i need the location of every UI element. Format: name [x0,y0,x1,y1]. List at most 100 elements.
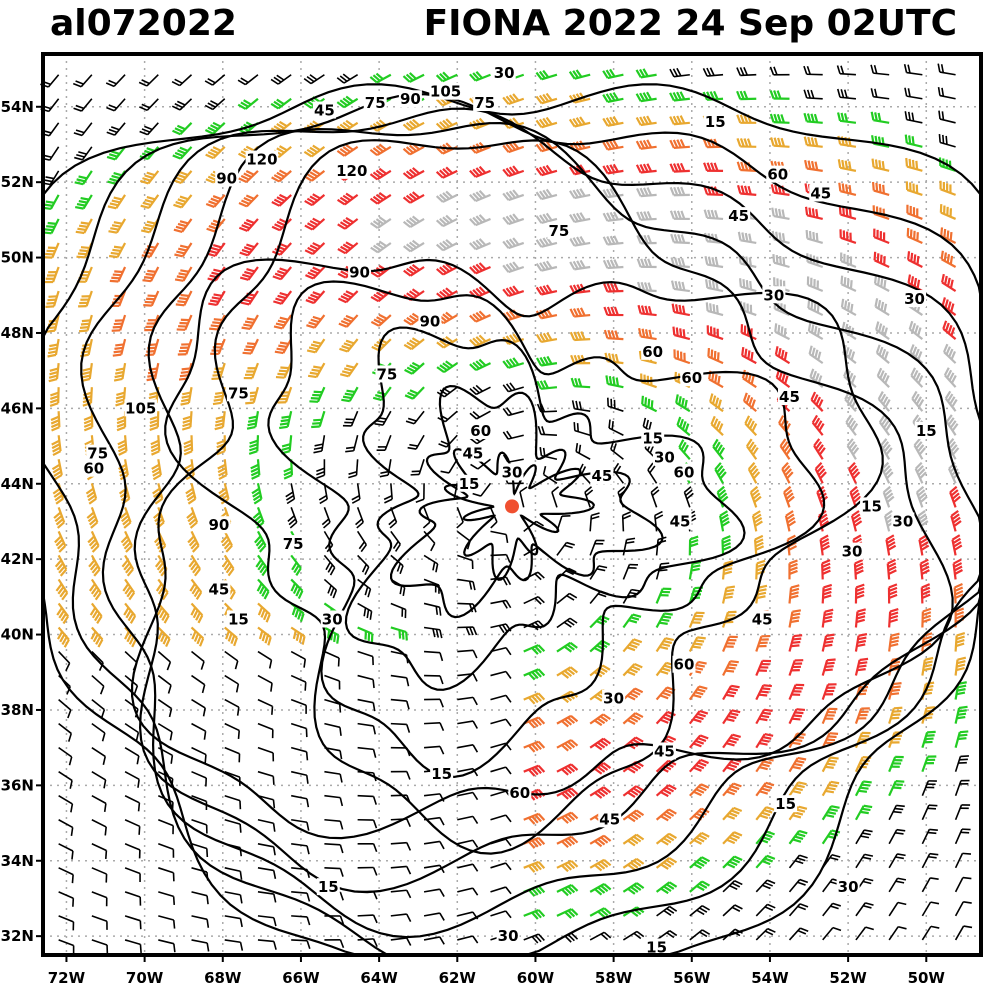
wind-barb [357,554,370,575]
wind-barb [271,169,292,183]
wind-barb [404,386,425,400]
wind-barb [622,930,645,941]
wind-barb [888,632,900,652]
wind-speed-contours [41,83,983,957]
wind-barb [78,290,93,308]
wind-barb [788,854,808,869]
wind-barb [58,771,73,789]
wind-barb [157,674,172,694]
wind-barb [457,839,479,848]
wind-barb [490,718,512,727]
wind-barb [257,746,275,762]
wind-barb [602,259,624,270]
wind-barb [921,925,940,941]
wind-barb [689,856,710,870]
wind-barb [224,626,238,647]
wind-barb [457,815,479,824]
wind-barb [290,650,307,668]
lon-tick-label: 56W [673,969,711,987]
wind-barb [704,279,724,293]
wind-barb [941,273,957,292]
wind-barb [337,241,359,255]
wind-barb [306,314,326,329]
wind-barb [589,615,610,629]
wind-barb [556,641,578,653]
wind-barb [457,744,479,753]
wind-barb [158,915,176,929]
wind-barb [669,91,690,102]
contour-label: 60 [672,463,696,481]
wind-barb [954,828,971,845]
contour-label: 15 [457,474,481,493]
wind-barb [291,939,311,950]
wind-barb [921,730,936,748]
wind-barb [703,209,724,221]
wind-barb [938,110,956,124]
wind-barb [224,867,243,880]
wind-barb [370,240,392,254]
wind-barb [457,863,479,872]
wind-barb [53,506,66,529]
contour-label: 45 [207,580,231,598]
wind-barb [490,670,512,679]
contour-label: 60 [508,783,532,802]
wind-barb [238,194,259,208]
wind-barb [874,298,890,317]
wind-barb [871,158,890,172]
wind-barb [807,322,824,341]
wind-barb [106,98,126,112]
wind-barb [921,780,937,797]
wind-barb [502,357,525,369]
wind-barb [774,346,791,365]
wind-barb [788,829,808,845]
wind-barb [755,903,776,917]
wind-barb [853,558,864,580]
wind-barb [158,843,175,858]
wind-barb [921,901,940,917]
wind-barb [683,486,694,508]
wind-barb [741,346,757,365]
contour-label: 75 [226,384,250,402]
lat-tick-label: 52N [1,173,34,191]
contour-label: 45 [750,610,774,628]
wind-barb [877,391,891,412]
wind-barb [410,459,425,476]
wind-barb [290,698,307,714]
wind-barb [873,274,890,293]
wind-barb [357,674,375,689]
wind-barb [91,746,107,765]
wind-barb [271,218,292,232]
wind-barb [556,714,579,728]
wind-barb [174,266,193,282]
wind-barb [673,349,691,365]
wind-barb [457,696,478,706]
wind-barb [324,842,344,854]
wind-barb [803,112,823,124]
wind-barb [290,578,304,600]
wind-barb [621,511,632,532]
lat-tick-label: 48N [1,324,34,342]
wind-barb [523,909,546,920]
wind-barb [149,411,160,431]
wind-barb [850,510,863,532]
lon-tick-label: 64W [360,969,398,987]
wind-barb [457,554,474,570]
wind-barb [172,122,193,136]
contour-label: 75 [86,444,110,463]
wind-barb [721,585,736,604]
wind-barb [424,745,445,755]
wind-barb [324,722,342,736]
lat-tick-label: 36N [1,776,34,794]
wind-barb [390,626,408,641]
wind-barb [635,139,657,150]
wind-barb [220,530,233,553]
wind-barb [941,297,957,316]
wind-barb [171,74,193,87]
wind-barb [888,706,903,724]
wind-barb [290,722,308,738]
wind-barb [689,831,710,845]
wind-barb [603,329,624,341]
wind-barb [113,362,127,382]
wind-barb [303,74,325,85]
wind-barb [356,530,367,553]
